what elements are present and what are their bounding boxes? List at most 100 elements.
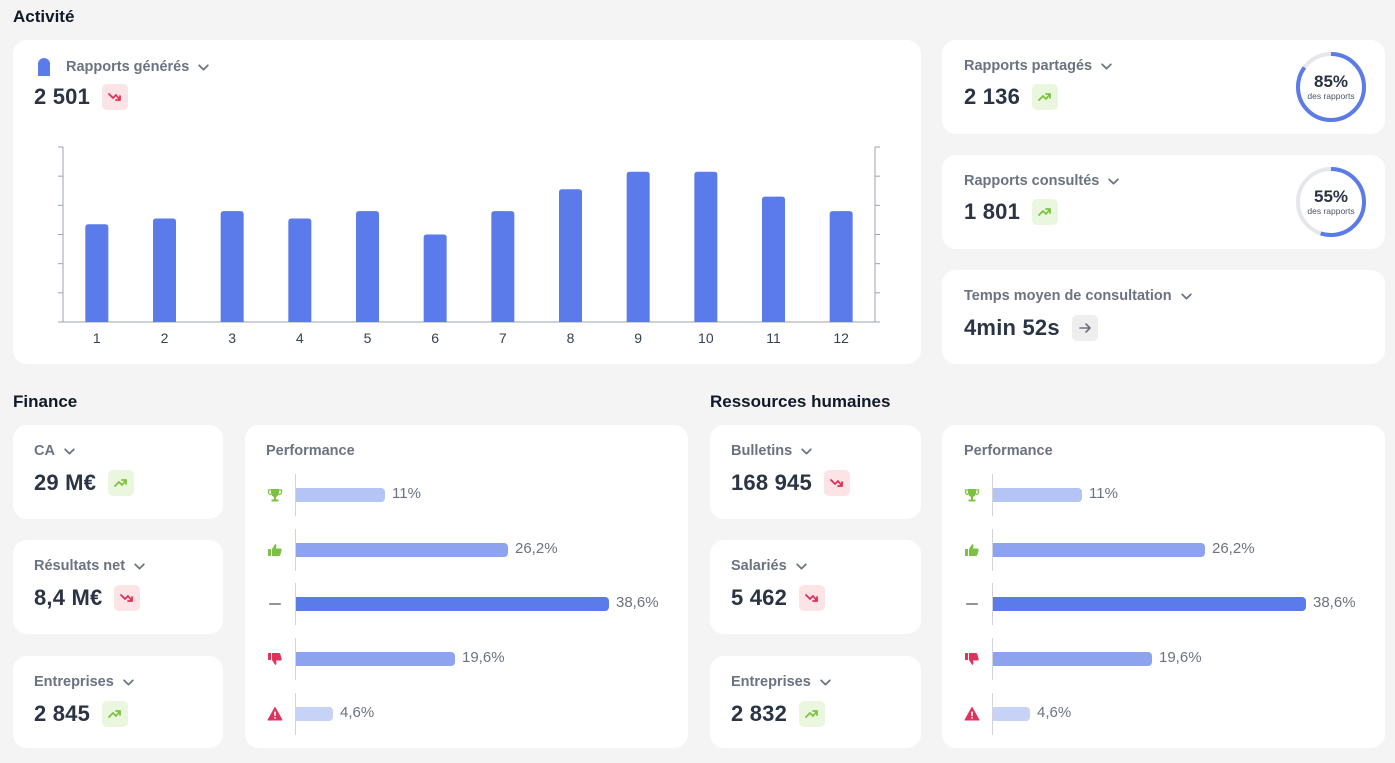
- chevron-down-icon[interactable]: [795, 560, 808, 573]
- performance-axis: [295, 528, 296, 571]
- x-tick-label: 9: [634, 330, 642, 346]
- performance-row: 11%: [942, 474, 1385, 516]
- hr-companies-card: Entreprises 2 832: [710, 656, 921, 748]
- progress-ring: [1296, 52, 1366, 122]
- bar-5[interactable]: [356, 211, 379, 322]
- chevron-down-icon[interactable]: [63, 445, 76, 458]
- reports-viewed-header[interactable]: Rapports consultés: [964, 173, 1120, 189]
- performance-bar[interactable]: [296, 542, 508, 557]
- trend-down-badge: [823, 470, 850, 496]
- avg-time-header[interactable]: Temps moyen de consultation: [964, 288, 1193, 304]
- performance-bar[interactable]: [296, 488, 385, 502]
- trophy-icon: [964, 487, 980, 503]
- performance-row: 4,6%: [942, 692, 1385, 735]
- finance-companies-value-row: 2 845: [34, 701, 129, 727]
- trend-down-icon: [830, 479, 843, 487]
- trend-up-badge: [108, 470, 135, 496]
- performance-bar[interactable]: [993, 652, 1152, 667]
- trend-down-badge: [114, 585, 141, 611]
- bar-7[interactable]: [491, 211, 515, 322]
- trend-up-badge: [1032, 199, 1059, 225]
- performance-bar[interactable]: [296, 652, 455, 667]
- trend-up-icon: [1038, 93, 1051, 101]
- performance-bar[interactable]: [993, 706, 1030, 721]
- bar-6[interactable]: [423, 234, 447, 323]
- performance-axis: [295, 692, 296, 735]
- performance-value: 26,2%: [1212, 539, 1255, 557]
- performance-bar[interactable]: [296, 597, 609, 612]
- performance-value: 26,2%: [515, 539, 558, 557]
- performance-bar[interactable]: [296, 706, 333, 721]
- performance-row: 19,6%: [942, 638, 1385, 681]
- trend-down-badge: [102, 84, 129, 110]
- bar-2[interactable]: [153, 218, 176, 322]
- performance-row: 11%: [245, 474, 688, 516]
- x-tick-label: 11: [766, 330, 781, 346]
- finance-companies-header[interactable]: Entreprises: [34, 674, 135, 690]
- performance-axis: [295, 474, 296, 516]
- trend-up-icon: [108, 710, 121, 718]
- chevron-down-icon[interactable]: [197, 61, 210, 74]
- x-tick-label: 7: [499, 330, 507, 346]
- performance-value: 38,6%: [1313, 594, 1356, 612]
- performance-axis: [992, 528, 993, 571]
- warning-icon: [964, 706, 980, 722]
- finance-net-label: Résultats net: [34, 558, 126, 574]
- bar-12[interactable]: [829, 211, 853, 322]
- hr-companies-value: 2 832: [731, 701, 788, 726]
- performance-axis: [992, 638, 993, 681]
- chevron-down-icon[interactable]: [133, 560, 146, 573]
- trend-up-badge: [102, 701, 129, 727]
- hr-companies-header[interactable]: Entreprises: [731, 674, 832, 690]
- trend-down-icon: [805, 594, 818, 602]
- chevron-down-icon[interactable]: [1180, 290, 1193, 303]
- performance-row: 38,6%: [942, 583, 1385, 626]
- chevron-down-icon[interactable]: [1100, 60, 1113, 73]
- bar-9[interactable]: [626, 171, 650, 322]
- performance-value: 4,6%: [1037, 703, 1072, 721]
- section-title-finance: Finance: [13, 392, 78, 411]
- hr-payslips-header[interactable]: Bulletins: [731, 443, 813, 459]
- reports-shared-card: Rapports partagés 2 136 85% des rapports: [942, 40, 1385, 134]
- trend-down-icon: [108, 93, 121, 101]
- performance-row: 4,6%: [245, 692, 688, 735]
- performance-bar[interactable]: [993, 597, 1306, 612]
- chevron-down-icon[interactable]: [800, 445, 813, 458]
- bar-3[interactable]: [220, 211, 244, 322]
- chevron-down-icon[interactable]: [1107, 175, 1120, 188]
- reports-viewed-card: Rapports consultés 1 801 55% des rapport…: [942, 155, 1385, 249]
- hr-companies-label: Entreprises: [731, 674, 811, 690]
- x-tick-label: 3: [228, 330, 236, 346]
- progress-ring: [1296, 167, 1366, 237]
- reports-shared-label: Rapports partagés: [964, 58, 1093, 74]
- warning-icon: [267, 706, 283, 722]
- bar-11[interactable]: [762, 196, 785, 322]
- bar-8[interactable]: [559, 189, 582, 322]
- trend-up-badge: [1032, 84, 1059, 110]
- finance-net-header[interactable]: Résultats net: [34, 558, 146, 574]
- x-tick-label: 10: [698, 330, 714, 346]
- chevron-down-icon[interactable]: [819, 676, 832, 689]
- finance-companies-card: Entreprises 2 845: [13, 656, 223, 748]
- hr-employees-header[interactable]: Salariés: [731, 558, 808, 574]
- bar-10[interactable]: [694, 171, 718, 322]
- avg-time-label: Temps moyen de consultation: [964, 288, 1172, 304]
- bar-1[interactable]: [85, 224, 109, 322]
- reports-generated-header[interactable]: Rapports générés: [36, 58, 210, 76]
- hr-companies-value-row: 2 832: [731, 701, 826, 727]
- finance-ca-label: CA: [34, 443, 55, 459]
- bar-4[interactable]: [288, 218, 312, 322]
- performance-axis: [295, 583, 296, 626]
- reports-shared-header[interactable]: Rapports partagés: [964, 58, 1113, 74]
- section-title-hr: Ressources humaines: [710, 392, 891, 411]
- hr-employees-card: Salariés 5 462: [710, 540, 921, 634]
- performance-bar[interactable]: [993, 488, 1082, 502]
- performance-value: 19,6%: [1159, 649, 1202, 667]
- finance-ca-header[interactable]: CA: [34, 443, 76, 459]
- finance-companies-value: 2 845: [34, 701, 91, 726]
- chevron-down-icon[interactable]: [122, 676, 135, 689]
- finance-ca-value: 29 M€: [34, 470, 97, 495]
- avg-time-value-row: 4min 52s: [964, 315, 1098, 341]
- performance-bar[interactable]: [993, 542, 1205, 557]
- avg-time-value: 4min 52s: [964, 315, 1060, 340]
